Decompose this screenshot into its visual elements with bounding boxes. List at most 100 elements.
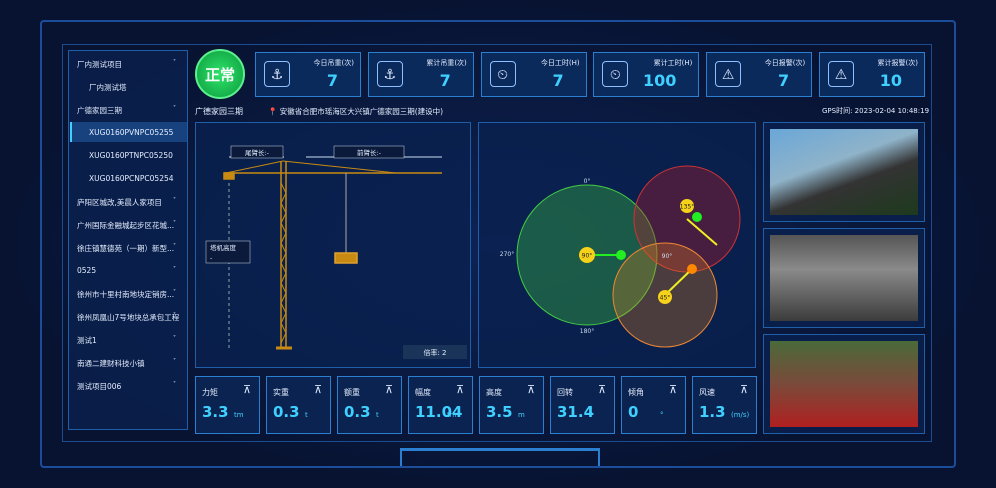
- camera-image: [770, 235, 918, 321]
- jib-red: [686, 218, 718, 246]
- metric-label: 实重: [273, 388, 289, 397]
- metric-label: 高度: [486, 388, 502, 397]
- expand-arrow: ˅: [173, 243, 176, 250]
- crane-angle: 45°: [660, 295, 671, 302]
- metric-card: 高度 ⊼ 3.5 m: [479, 376, 544, 434]
- metric-value: 3.5: [486, 403, 513, 421]
- stat-value: 7: [552, 71, 564, 90]
- stat-value: 7: [778, 71, 790, 90]
- stat-label: 今日吊重(次): [313, 59, 354, 67]
- metric-unit: tm: [234, 411, 244, 419]
- project-item[interactable]: 庐阳区城改,美晨人家项目: [77, 198, 162, 207]
- project-item[interactable]: 广州国际金融城起步区花城...: [77, 221, 175, 230]
- stat-value: 7: [326, 71, 338, 90]
- expand-arrow: ˅: [173, 335, 176, 342]
- stat-card: ⏲ 累计工时(H) 100: [593, 52, 700, 97]
- metric-card: 倾角 ⊼ 0 °: [621, 376, 686, 434]
- project-item[interactable]: 测试1: [77, 336, 97, 345]
- stat-value: 100: [642, 71, 677, 90]
- crane-angle: 135°: [680, 204, 694, 211]
- stat-card: ⚓ 今日吊重(次) 7: [255, 52, 361, 97]
- project-item[interactable]: 测试项目006: [77, 382, 122, 391]
- stat-value: 7: [439, 71, 451, 90]
- metric-unit: (m/s): [731, 411, 750, 419]
- height-value: -: [210, 254, 213, 262]
- stat-label: 累计报警(次): [877, 59, 918, 67]
- metric-value: 3.3: [202, 403, 229, 421]
- metric-card: 力矩 ⊼ 3.3 tm: [195, 376, 260, 434]
- metric-card: 回转 ⊼ 31.4 °: [550, 376, 615, 434]
- expand-arrow: ˅: [173, 105, 176, 112]
- project-item[interactable]: 徐州凤凰山7号地块总承包工程: [77, 313, 180, 322]
- expand-arrow: ˅: [173, 358, 176, 365]
- expand-arrow: ˅: [173, 220, 176, 227]
- expand-arrow: ˅: [173, 266, 176, 273]
- trolley-red: [692, 212, 702, 222]
- stat-card: ⚠ 今日报警(次) 7: [706, 52, 813, 97]
- stat-icon: ⚠: [828, 61, 854, 87]
- camera-frame: [763, 334, 925, 434]
- axis-label: 180°: [580, 328, 594, 335]
- device-item[interactable]: XUG0160PCNPC05254: [89, 174, 174, 183]
- stat-label: 今日工时(H): [540, 59, 580, 67]
- stat-label: 累计工时(H): [653, 59, 693, 67]
- inner-frame: [62, 44, 932, 442]
- metric-card: 风速 ⊼ 1.3 (m/s): [692, 376, 757, 434]
- address-text: 安徽省合肥市瑶海区大兴镇广德家园三期(建设中): [279, 107, 444, 116]
- metric-label: 力矩: [202, 388, 218, 397]
- metric-icon: ⊼: [242, 383, 251, 396]
- project-item[interactable]: 徐州市十里村南地块定销房...: [77, 290, 175, 299]
- metric-icon: ⊼: [597, 383, 606, 396]
- camera-image: [770, 341, 918, 427]
- metric-label: 额重: [344, 388, 360, 397]
- selected-bg: [70, 122, 187, 142]
- tail-box: [230, 145, 284, 159]
- front-box: [333, 145, 405, 159]
- metric-value: 0.3: [344, 403, 371, 421]
- bottom-deco: [400, 448, 600, 466]
- device-item[interactable]: XUG0160PVNPC05255: [89, 128, 174, 137]
- tail-arm: 尾臂长:-: [245, 148, 270, 157]
- metric-icon: ⊼: [384, 383, 393, 396]
- project-item[interactable]: 0525: [77, 266, 97, 275]
- ratio-box: [403, 345, 467, 359]
- metric-icon: ⊼: [526, 383, 535, 396]
- metric-unit: t: [305, 411, 308, 419]
- project-item[interactable]: 徐庄镇慧德苑（一期）新型...: [77, 244, 175, 253]
- metric-card: 实重 ⊼ 0.3 t: [266, 376, 331, 434]
- metric-value: 11.04: [415, 403, 463, 421]
- stat-icon: ⚠: [715, 61, 742, 87]
- gps-time: GPS时间: 2023-02-04 10:48:19: [822, 107, 930, 115]
- expand-arrow: ˅: [173, 59, 176, 66]
- project-item[interactable]: 厂内测试项目: [77, 60, 122, 69]
- outer-frame: [40, 20, 956, 468]
- metric-value: 31.4: [557, 403, 595, 421]
- device-item[interactable]: XUG0160PTNPC05250: [89, 151, 173, 160]
- metric-label: 回转: [557, 388, 573, 397]
- radar: 0° 90° 180° 270° 90° 135° 45°: [500, 165, 741, 348]
- metric-label: 幅度: [415, 388, 431, 397]
- project-item[interactable]: 广德家园三期: [77, 106, 122, 115]
- metric-unit: tm: [447, 411, 457, 419]
- stat-icon: ⚓: [264, 61, 290, 87]
- metric-value: 0.3: [273, 403, 300, 421]
- expand-arrow: ˅: [173, 381, 176, 388]
- project-item[interactable]: 南通二建财科技小镇: [77, 359, 145, 368]
- metric-value: 0: [628, 403, 639, 421]
- trolley-orange: [687, 264, 697, 274]
- metric-label: 倾角: [628, 388, 644, 397]
- status-badge: 正常: [195, 49, 245, 99]
- metric-card: 幅度 ⊼ 11.04 tm: [408, 376, 473, 434]
- stat-card: ⚓ 累计吊重(次) 7: [367, 52, 474, 97]
- crane-angle: 90°: [582, 253, 593, 260]
- metric-icon: ⊼: [739, 383, 748, 396]
- device-item[interactable]: 厂内测试塔: [89, 83, 127, 92]
- axis-label: 90°: [662, 253, 673, 260]
- expand-arrow: ˅: [173, 289, 176, 296]
- height-box: [205, 240, 251, 264]
- axis-label: 0°: [584, 178, 591, 185]
- metric-icon: ⊼: [668, 383, 677, 396]
- radar-panel: 0° 90° 180° 270° 90° 135° 45°: [478, 122, 756, 368]
- trolley-green: [616, 250, 626, 260]
- sidebar: 厂内测试项目 ˅ 厂内测试塔广德家园三期 ˅ XUG0160PVNPC05255 XUG0…: [68, 50, 188, 430]
